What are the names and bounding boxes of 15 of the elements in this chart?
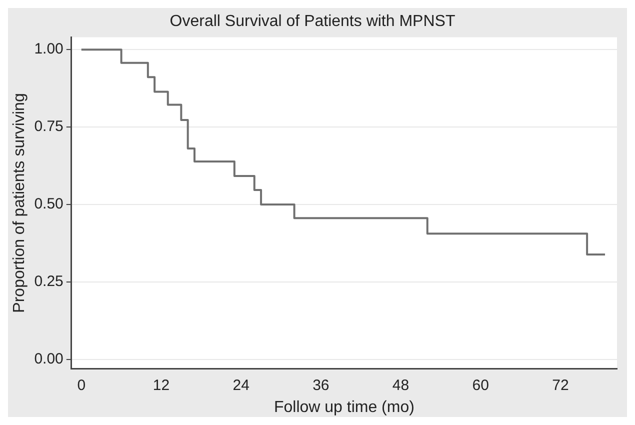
- y-tick-label: 1.00: [34, 40, 64, 58]
- x-tick-label: 36: [312, 376, 330, 394]
- x-axis-title: Follow up time (mo): [274, 398, 414, 416]
- y-tick-label: 0.50: [34, 196, 64, 213]
- chart-title: Overall Survival of Patients with MPNST: [170, 13, 456, 30]
- y-tick-label: 0.75: [34, 118, 64, 136]
- y-axis-title: Proportion of patients surviving: [11, 93, 28, 313]
- y-tick-label: 0.00: [34, 350, 64, 368]
- x-tick-label: 60: [472, 376, 489, 394]
- x-tick-label: 24: [232, 376, 250, 394]
- x-tick-label: 72: [552, 376, 569, 394]
- x-tick-label: 48: [392, 376, 410, 394]
- x-tick-label: 0: [77, 376, 86, 394]
- x-tick-label: 12: [152, 376, 170, 394]
- y-tick-label: 0.25: [34, 273, 64, 290]
